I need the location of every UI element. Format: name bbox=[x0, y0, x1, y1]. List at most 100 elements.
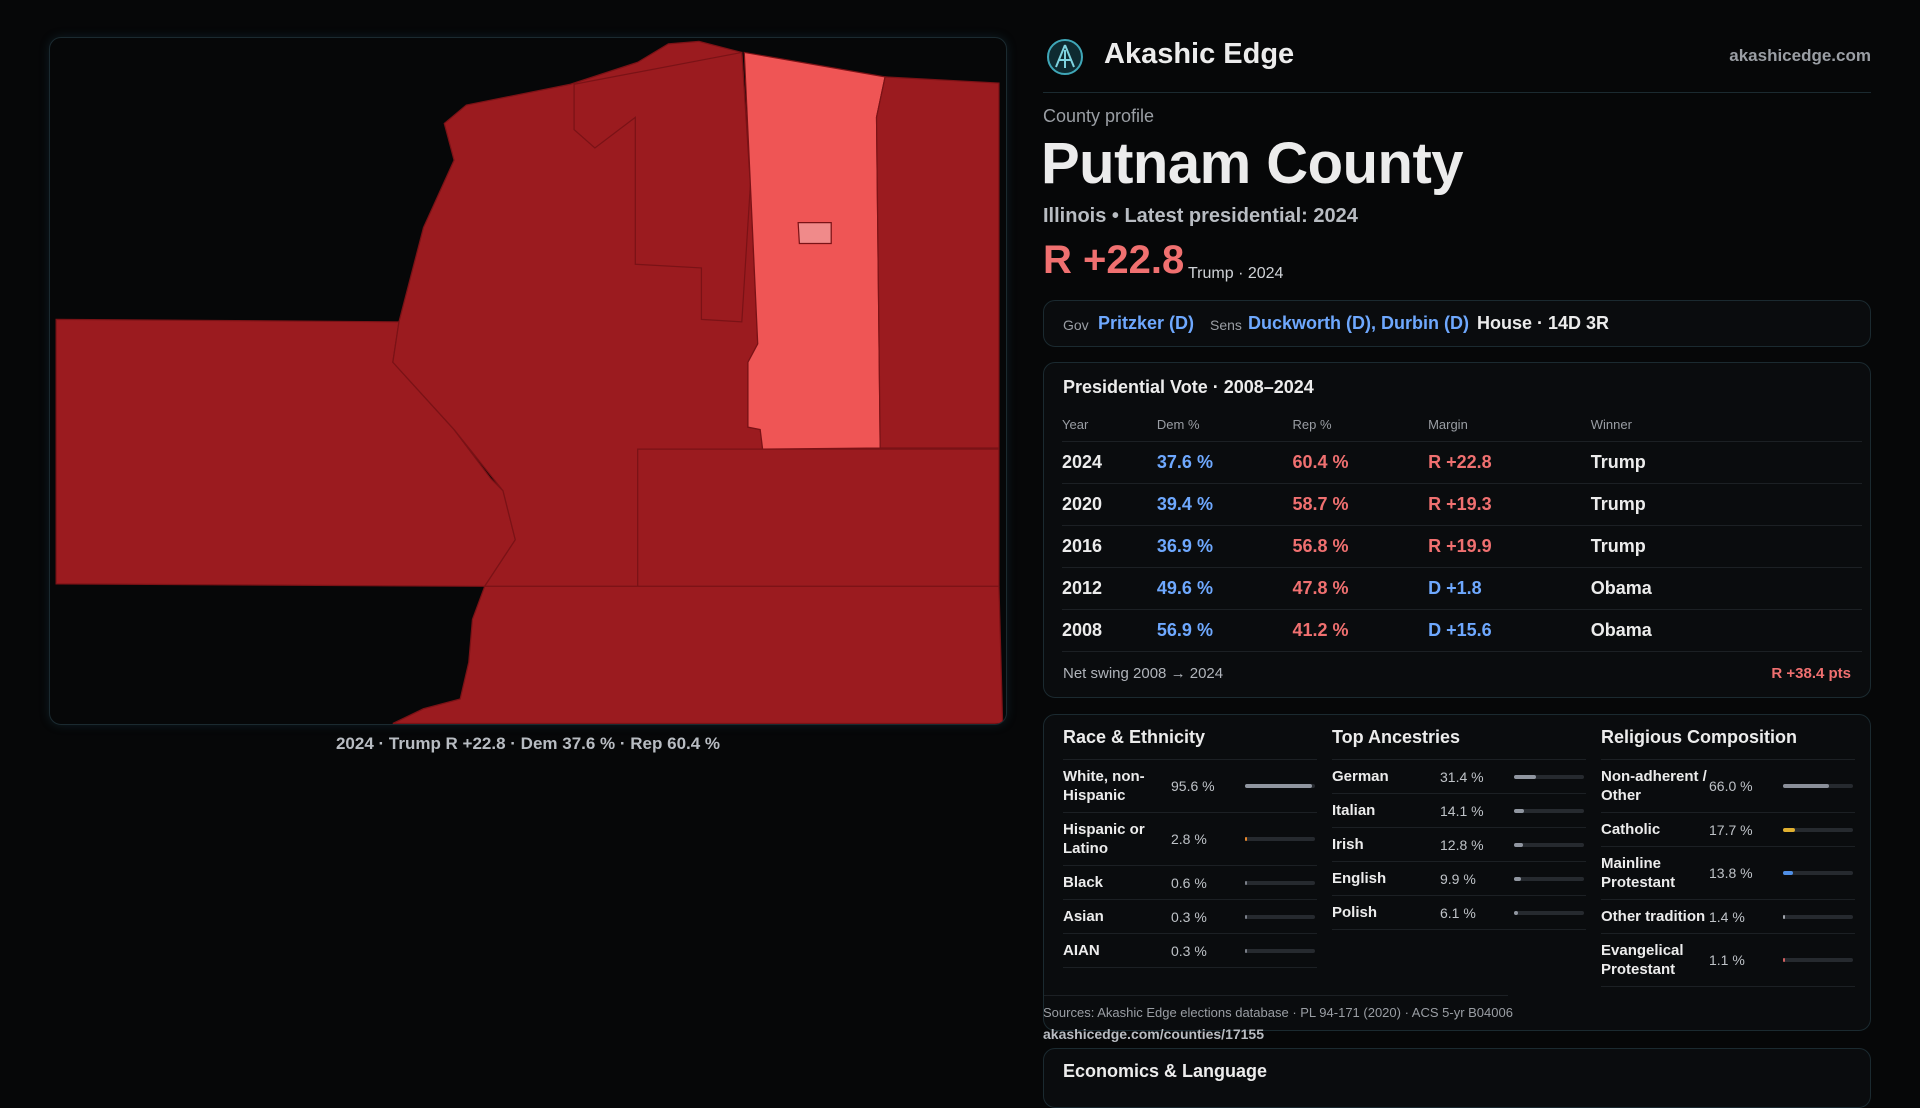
bar bbox=[1783, 914, 1785, 919]
vote-cell: 49.6 % bbox=[1156, 567, 1293, 610]
bar bbox=[1783, 958, 1785, 962]
vote-cell: 47.8 % bbox=[1292, 567, 1429, 610]
vote-cell: Trump bbox=[1590, 525, 1862, 568]
demo-label: Catholic bbox=[1601, 821, 1661, 838]
vote-cell: 58.7 % bbox=[1292, 483, 1429, 526]
vote-row: 2024 37.6 % 60.4 % R +22.8 Trump bbox=[1062, 441, 1862, 484]
map-region bbox=[875, 76, 1000, 449]
bar bbox=[1245, 948, 1247, 953]
vote-cell: 56.9 % bbox=[1156, 609, 1293, 652]
page: County profile html, body { margin: 0; p… bbox=[49, 37, 1871, 1108]
demo-row: Italian 14.1 % bbox=[1332, 794, 1586, 828]
headline-margin: R +22.8 bbox=[1043, 238, 1185, 282]
demographics: Race & Ethnicity White, non-Hispanic 95.6 … bbox=[1063, 715, 1855, 995]
bar bbox=[1514, 774, 1536, 779]
votes-header: Year Dem % Rep % Margin Winner bbox=[1062, 407, 1862, 442]
demo-row: Irish 12.8 % bbox=[1332, 828, 1586, 862]
demo-row: Mainline Protestant 13.8 % bbox=[1601, 847, 1855, 900]
demo-label: German bbox=[1332, 768, 1389, 785]
bar-track bbox=[1783, 958, 1853, 962]
demo-value: 13.8 % bbox=[1709, 865, 1753, 881]
demo-label: Asian bbox=[1063, 908, 1104, 925]
vote-cell: R +19.9 bbox=[1428, 525, 1591, 568]
eyebrow: County profile bbox=[1043, 106, 1155, 126]
demo-title: Race & Ethnicity bbox=[1063, 715, 1317, 760]
header-divider bbox=[1043, 92, 1871, 93]
bar bbox=[1245, 784, 1312, 788]
bar-track bbox=[1514, 842, 1584, 847]
gov: Pritzker (D) bbox=[1098, 313, 1195, 333]
bar bbox=[1783, 827, 1796, 832]
demo-row: White, non-Hispanic 95.6 % bbox=[1063, 760, 1317, 813]
swing-label: Net swing 2008 → 2024 bbox=[1063, 665, 1224, 682]
demo-label: Other tradition bbox=[1601, 908, 1706, 925]
brand: Akashic Edge bbox=[1104, 38, 1295, 70]
demo-title: Religious Composition bbox=[1601, 715, 1855, 760]
economics-panel: Economics & Language bbox=[1043, 1048, 1871, 1108]
votes-title: Presidential Vote · 2008–2024 bbox=[1063, 377, 1314, 397]
map-region bbox=[797, 222, 832, 245]
bar bbox=[1245, 837, 1247, 841]
demo-column: Top Ancestries German 31.4 % Italian 14.1 % I… bbox=[1332, 715, 1586, 930]
demo-value: 95.6 % bbox=[1171, 778, 1215, 794]
swing: R +38.4 pts bbox=[1771, 665, 1851, 682]
map-caption: 2024 · Trump R +22.8 · Dem 37.6 % · Rep … bbox=[335, 734, 721, 753]
bar bbox=[1514, 842, 1523, 847]
bar bbox=[1514, 876, 1521, 881]
bar-track bbox=[1514, 774, 1584, 779]
demo-label: Mainline Protestant bbox=[1601, 855, 1676, 891]
divider bbox=[1044, 995, 1508, 996]
votes-panel: Presidential Vote · 2008–2024 Year Dem % R… bbox=[1043, 362, 1871, 698]
profile-url[interactable]: akashicedge.com/counties/17155 bbox=[1043, 1026, 1264, 1042]
bar-track bbox=[1514, 876, 1584, 881]
bar-track bbox=[1783, 914, 1853, 919]
column-header: Year bbox=[1062, 407, 1157, 442]
vote-cell: 56.8 % bbox=[1292, 525, 1429, 568]
demo-value: 1.4 % bbox=[1709, 908, 1745, 925]
vote-cell: 2020 bbox=[1062, 483, 1157, 526]
map-panel bbox=[49, 37, 1007, 725]
vote-cell: D +15.6 bbox=[1428, 609, 1591, 652]
county-map bbox=[55, 40, 1004, 724]
demo-value: 0.6 % bbox=[1171, 874, 1207, 891]
demo-value: 1.1 % bbox=[1709, 952, 1745, 968]
demo-row: Black 0.6 % bbox=[1063, 866, 1317, 900]
bar bbox=[1514, 808, 1524, 813]
vote-cell: Trump bbox=[1590, 483, 1862, 526]
demo-row: Asian 0.3 % bbox=[1063, 900, 1317, 934]
column-header: Rep % bbox=[1292, 407, 1429, 442]
bar-track bbox=[1514, 808, 1584, 813]
county-name: Putnam County bbox=[1041, 131, 1464, 196]
sources: Sources: Akashic Edge elections database… bbox=[1043, 1005, 1513, 1020]
margin-note: Trump · 2024 bbox=[1188, 265, 1284, 282]
bar-track bbox=[1245, 948, 1315, 953]
demo-value: 66.0 % bbox=[1709, 778, 1753, 794]
bar bbox=[1245, 880, 1247, 885]
demo-row: Catholic 17.7 % bbox=[1601, 813, 1855, 847]
vote-row: 2012 49.6 % 47.8 % D +1.8 Obama bbox=[1062, 567, 1862, 610]
site-link[interactable]: akashicedge.com bbox=[1729, 46, 1871, 65]
vote-cell: Obama bbox=[1590, 567, 1862, 610]
demographics-panel: Race & Ethnicity White, non-Hispanic 95.6 … bbox=[1043, 714, 1871, 1031]
demo-column: Race & Ethnicity White, non-Hispanic 95.6 … bbox=[1063, 715, 1317, 968]
demo-row: AIAN 0.3 % bbox=[1063, 934, 1317, 968]
demo-value: 2.8 % bbox=[1171, 831, 1207, 847]
vote-cell: 36.9 % bbox=[1156, 525, 1293, 568]
sens-label: Sens bbox=[1210, 317, 1242, 333]
vote-cell: 2024 bbox=[1062, 441, 1157, 484]
demo-value: 0.3 % bbox=[1171, 942, 1207, 959]
demo-value: 12.8 % bbox=[1440, 836, 1484, 853]
bar bbox=[1783, 784, 1830, 788]
demo-value: 6.1 % bbox=[1440, 904, 1476, 921]
column-header: Winner bbox=[1590, 407, 1862, 442]
vote-cell: 39.4 % bbox=[1156, 483, 1293, 526]
vote-cell: 37.6 % bbox=[1156, 441, 1293, 484]
demo-label: Evangelical Protestant bbox=[1601, 942, 1684, 978]
vote-cell: 2008 bbox=[1062, 609, 1157, 652]
demo-label: AIAN bbox=[1063, 942, 1100, 959]
demo-title: Top Ancestries bbox=[1332, 715, 1586, 760]
vote-cell: D +1.8 bbox=[1428, 567, 1591, 610]
bar-track bbox=[1245, 837, 1315, 841]
gov-label: Gov bbox=[1063, 317, 1089, 333]
house: House · 14D 3R bbox=[1477, 313, 1610, 333]
